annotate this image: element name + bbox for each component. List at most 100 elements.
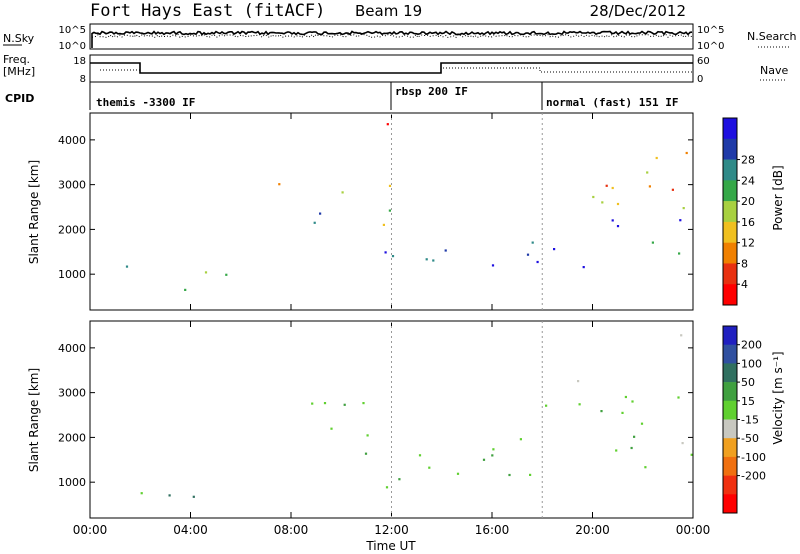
echo-cell — [690, 453, 693, 456]
freq-unit: [MHz] — [3, 65, 35, 78]
y-tick-label: 4000 — [58, 134, 86, 147]
velocity-colorbar: 200 100 50 15 -15 -50 -100 -200 — [722, 325, 766, 514]
nsky-tick-low: 10^0 — [59, 41, 86, 52]
colorbar-swatch — [723, 400, 737, 420]
echo-cell — [611, 219, 614, 222]
colorbar-tick-label: -50 — [741, 432, 759, 445]
echo-cell — [671, 188, 674, 191]
y-tick-label: 3000 — [58, 387, 86, 400]
echo-cell — [184, 288, 187, 291]
colorbar-tick-label: 8 — [741, 257, 748, 270]
echo-cell — [646, 171, 649, 174]
echo-cell — [398, 478, 401, 481]
echo-cell — [633, 435, 636, 438]
echo-cell — [491, 264, 495, 267]
echo-cell — [615, 449, 618, 452]
echo-cell — [343, 403, 346, 406]
station-title: Fort Hays East (fitACF) — [90, 1, 325, 21]
colorbar-swatch — [723, 180, 737, 202]
echo-cell — [582, 266, 585, 269]
x-tick-label: 20:00 — [575, 523, 610, 537]
y-tick-label: 3000 — [58, 179, 86, 192]
echo-cell — [611, 186, 614, 190]
colorbar-swatch — [723, 242, 737, 264]
colorbar-swatch — [723, 138, 737, 160]
echo-cell — [600, 410, 603, 413]
colorbar-swatch — [723, 326, 737, 345]
velocity-y-ticks: 1000 2000 3000 4000 — [58, 342, 693, 489]
echo-cell — [425, 258, 428, 261]
colorbar-tick-label: -100 — [741, 451, 766, 464]
echo-cell — [508, 473, 511, 477]
echo-cell — [382, 223, 385, 226]
echo-cell — [545, 404, 548, 407]
echo-cell — [577, 380, 580, 383]
colorbar-tick-label: 28 — [741, 154, 755, 167]
echo-cell — [482, 458, 486, 461]
cpid-segment-rbsp: rbsp 200 IF — [395, 85, 468, 98]
echo-cell — [428, 466, 431, 469]
cpid-row: themis -3300 IF rbsp 200 IF normal (fast… — [89, 82, 678, 110]
colorbar-swatch — [723, 263, 737, 285]
echo-cell — [444, 249, 447, 252]
colorbar-swatch — [723, 284, 737, 306]
colorbar-frame — [722, 117, 738, 306]
echo-cell — [491, 454, 494, 457]
echo-cell — [278, 183, 281, 186]
y-tick-label: 1000 — [58, 476, 86, 489]
colorbar-tick-label: 200 — [741, 339, 762, 352]
nsearch-label: N.Search — [747, 30, 797, 43]
colorbar-swatch — [723, 344, 737, 364]
freq-trace — [90, 62, 693, 74]
echo-cell — [677, 396, 680, 399]
y-tick-label: 1000 — [58, 268, 86, 281]
echo-cell — [168, 494, 171, 497]
colorbar-tick-label: 12 — [741, 237, 755, 250]
echo-cell — [682, 207, 685, 210]
power-y-axis-label: Slant Range [km] — [27, 160, 41, 264]
nsky-label: N.Sky — [3, 32, 35, 45]
echo-cell — [341, 191, 344, 194]
echo-cell — [364, 452, 368, 455]
colorbar-tick-label: -15 — [741, 414, 759, 427]
echo-cell — [640, 422, 644, 425]
echo-cell — [388, 184, 392, 187]
cpid-segment-normal: normal (fast) 151 IF — [546, 96, 678, 109]
colorbar-swatch — [723, 159, 737, 181]
echo-cell — [624, 395, 627, 399]
echo-cell — [388, 209, 391, 212]
echo-cell — [631, 400, 634, 403]
colorbar-tick-label: 50 — [741, 376, 755, 389]
y-tick-label: 2000 — [58, 431, 86, 444]
colorbar-tick-label: 100 — [741, 357, 762, 370]
echo-cell — [680, 334, 683, 337]
echo-cell — [192, 495, 195, 498]
echo-cell — [519, 438, 522, 441]
power-y-ticks: 1000 2000 3000 4000 — [58, 134, 693, 281]
echo-cell — [384, 251, 387, 254]
echo-cell — [330, 427, 333, 430]
colorbar-swatch — [723, 438, 737, 458]
power-colorbar-label: Power [dB] — [771, 165, 785, 230]
echo-cell — [621, 411, 624, 414]
colorbar-swatch — [723, 419, 737, 439]
echo-cell — [366, 434, 369, 437]
echo-cell — [678, 252, 681, 255]
beam-title: Beam 19 — [355, 2, 422, 20]
echo-cell — [679, 219, 682, 222]
echo-cell — [432, 259, 435, 262]
colorbar-tick-label: 16 — [741, 216, 755, 229]
colorbar-swatch — [723, 118, 737, 140]
echo-cell — [685, 151, 688, 155]
nsky-trace — [91, 30, 693, 48]
echo-cell — [578, 403, 581, 406]
velocity-y-axis-label: Slant Range [km] — [27, 368, 41, 472]
nsearch-tick-low: 10^0 — [697, 41, 724, 52]
echo-cell — [391, 255, 395, 258]
echo-cell — [313, 221, 316, 224]
colorbar-swatch — [723, 494, 737, 514]
echo-cell — [386, 123, 389, 126]
echo-cell — [492, 448, 495, 451]
x-tick-label: 04:00 — [173, 523, 208, 537]
